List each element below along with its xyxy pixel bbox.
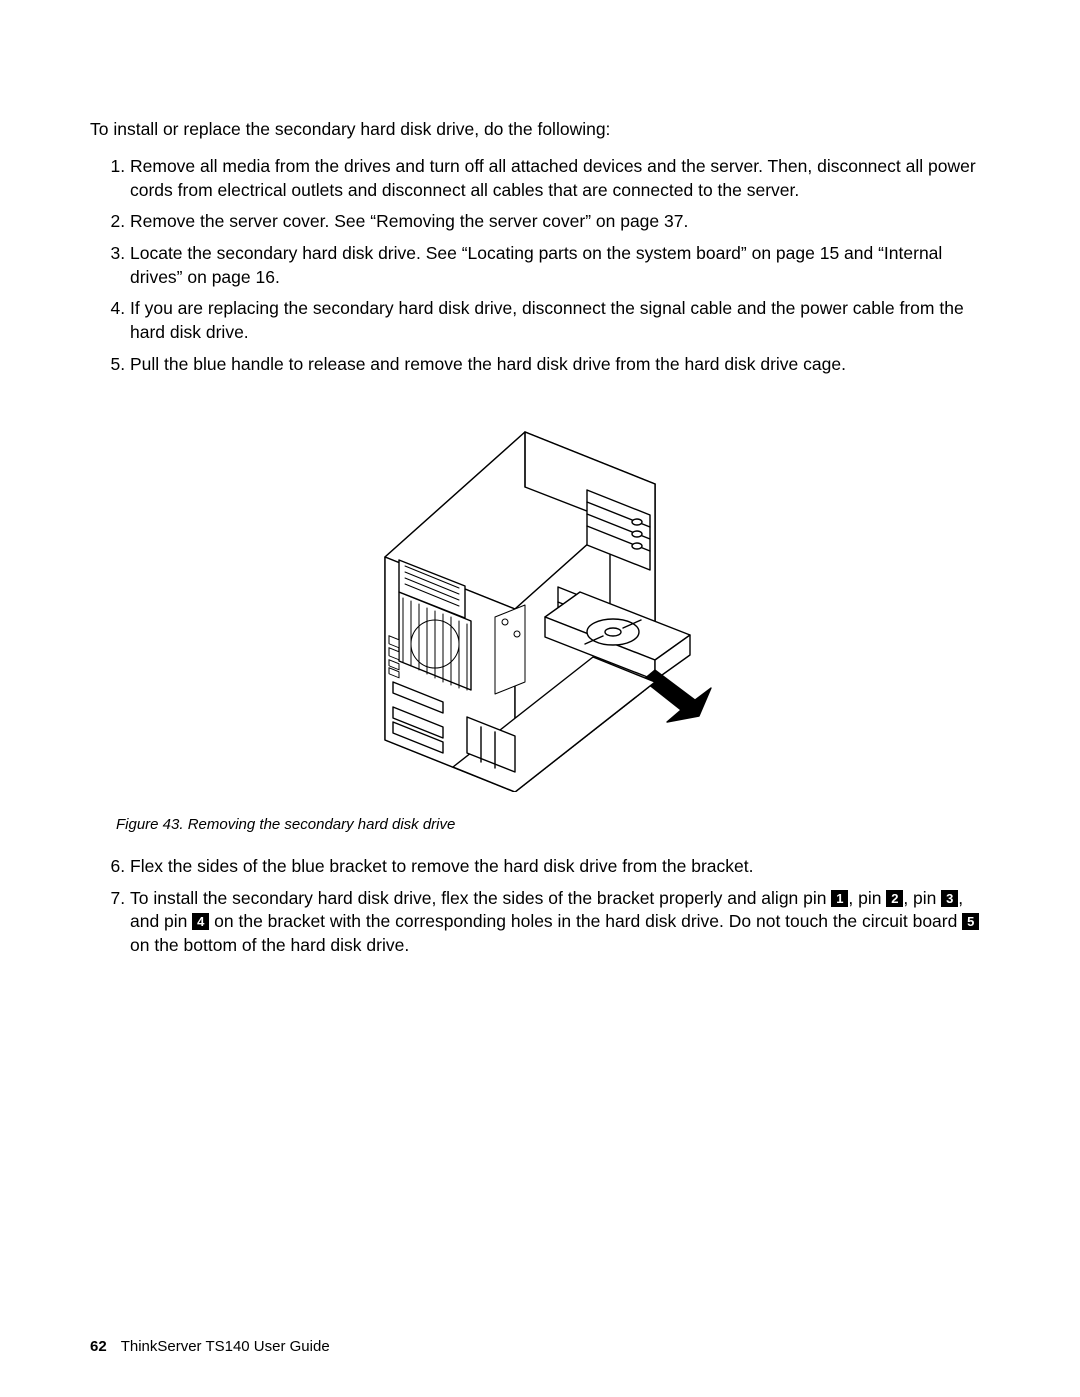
figure-caption: Figure 43. Removing the secondary hard d… bbox=[116, 816, 990, 833]
steps-list: Remove all media from the drives and tur… bbox=[90, 155, 990, 376]
step-5: Pull the blue handle to release and remo… bbox=[130, 353, 990, 377]
callout-2: 2 bbox=[886, 890, 903, 907]
document-page: To install or replace the secondary hard… bbox=[0, 0, 1080, 1397]
step-7-text-a: To install the secondary hard disk drive… bbox=[130, 888, 831, 908]
step-3: Locate the secondary hard disk drive. Se… bbox=[130, 242, 990, 289]
step-7-text-f: on the bottom of the hard disk drive. bbox=[130, 935, 409, 955]
step-7-text-e: on the bracket with the corresponding ho… bbox=[209, 911, 962, 931]
callout-1: 1 bbox=[831, 890, 848, 907]
figure-block: Figure 43. Removing the secondary hard d… bbox=[90, 422, 990, 833]
steps-list-continued: Flex the sides of the blue bracket to re… bbox=[90, 855, 990, 958]
book-title: ThinkServer TS140 User Guide bbox=[121, 1338, 330, 1355]
step-7-text-b: , pin bbox=[848, 888, 886, 908]
callout-3: 3 bbox=[941, 890, 958, 907]
step-1: Remove all media from the drives and tur… bbox=[130, 155, 990, 202]
step-2: Remove the server cover. See “Removing t… bbox=[130, 210, 990, 234]
step-4: If you are replacing the secondary hard … bbox=[130, 297, 990, 344]
figure-illustration bbox=[355, 422, 725, 792]
intro-text: To install or replace the secondary hard… bbox=[90, 118, 990, 142]
step-6: Flex the sides of the blue bracket to re… bbox=[130, 855, 990, 879]
step-7: To install the secondary hard disk drive… bbox=[130, 887, 990, 958]
page-number: 62 bbox=[90, 1338, 107, 1355]
step-7-text-c: , pin bbox=[903, 888, 941, 908]
callout-5: 5 bbox=[962, 913, 979, 930]
callout-4: 4 bbox=[192, 913, 209, 930]
page-footer: 62 ThinkServer TS140 User Guide bbox=[90, 1338, 330, 1355]
